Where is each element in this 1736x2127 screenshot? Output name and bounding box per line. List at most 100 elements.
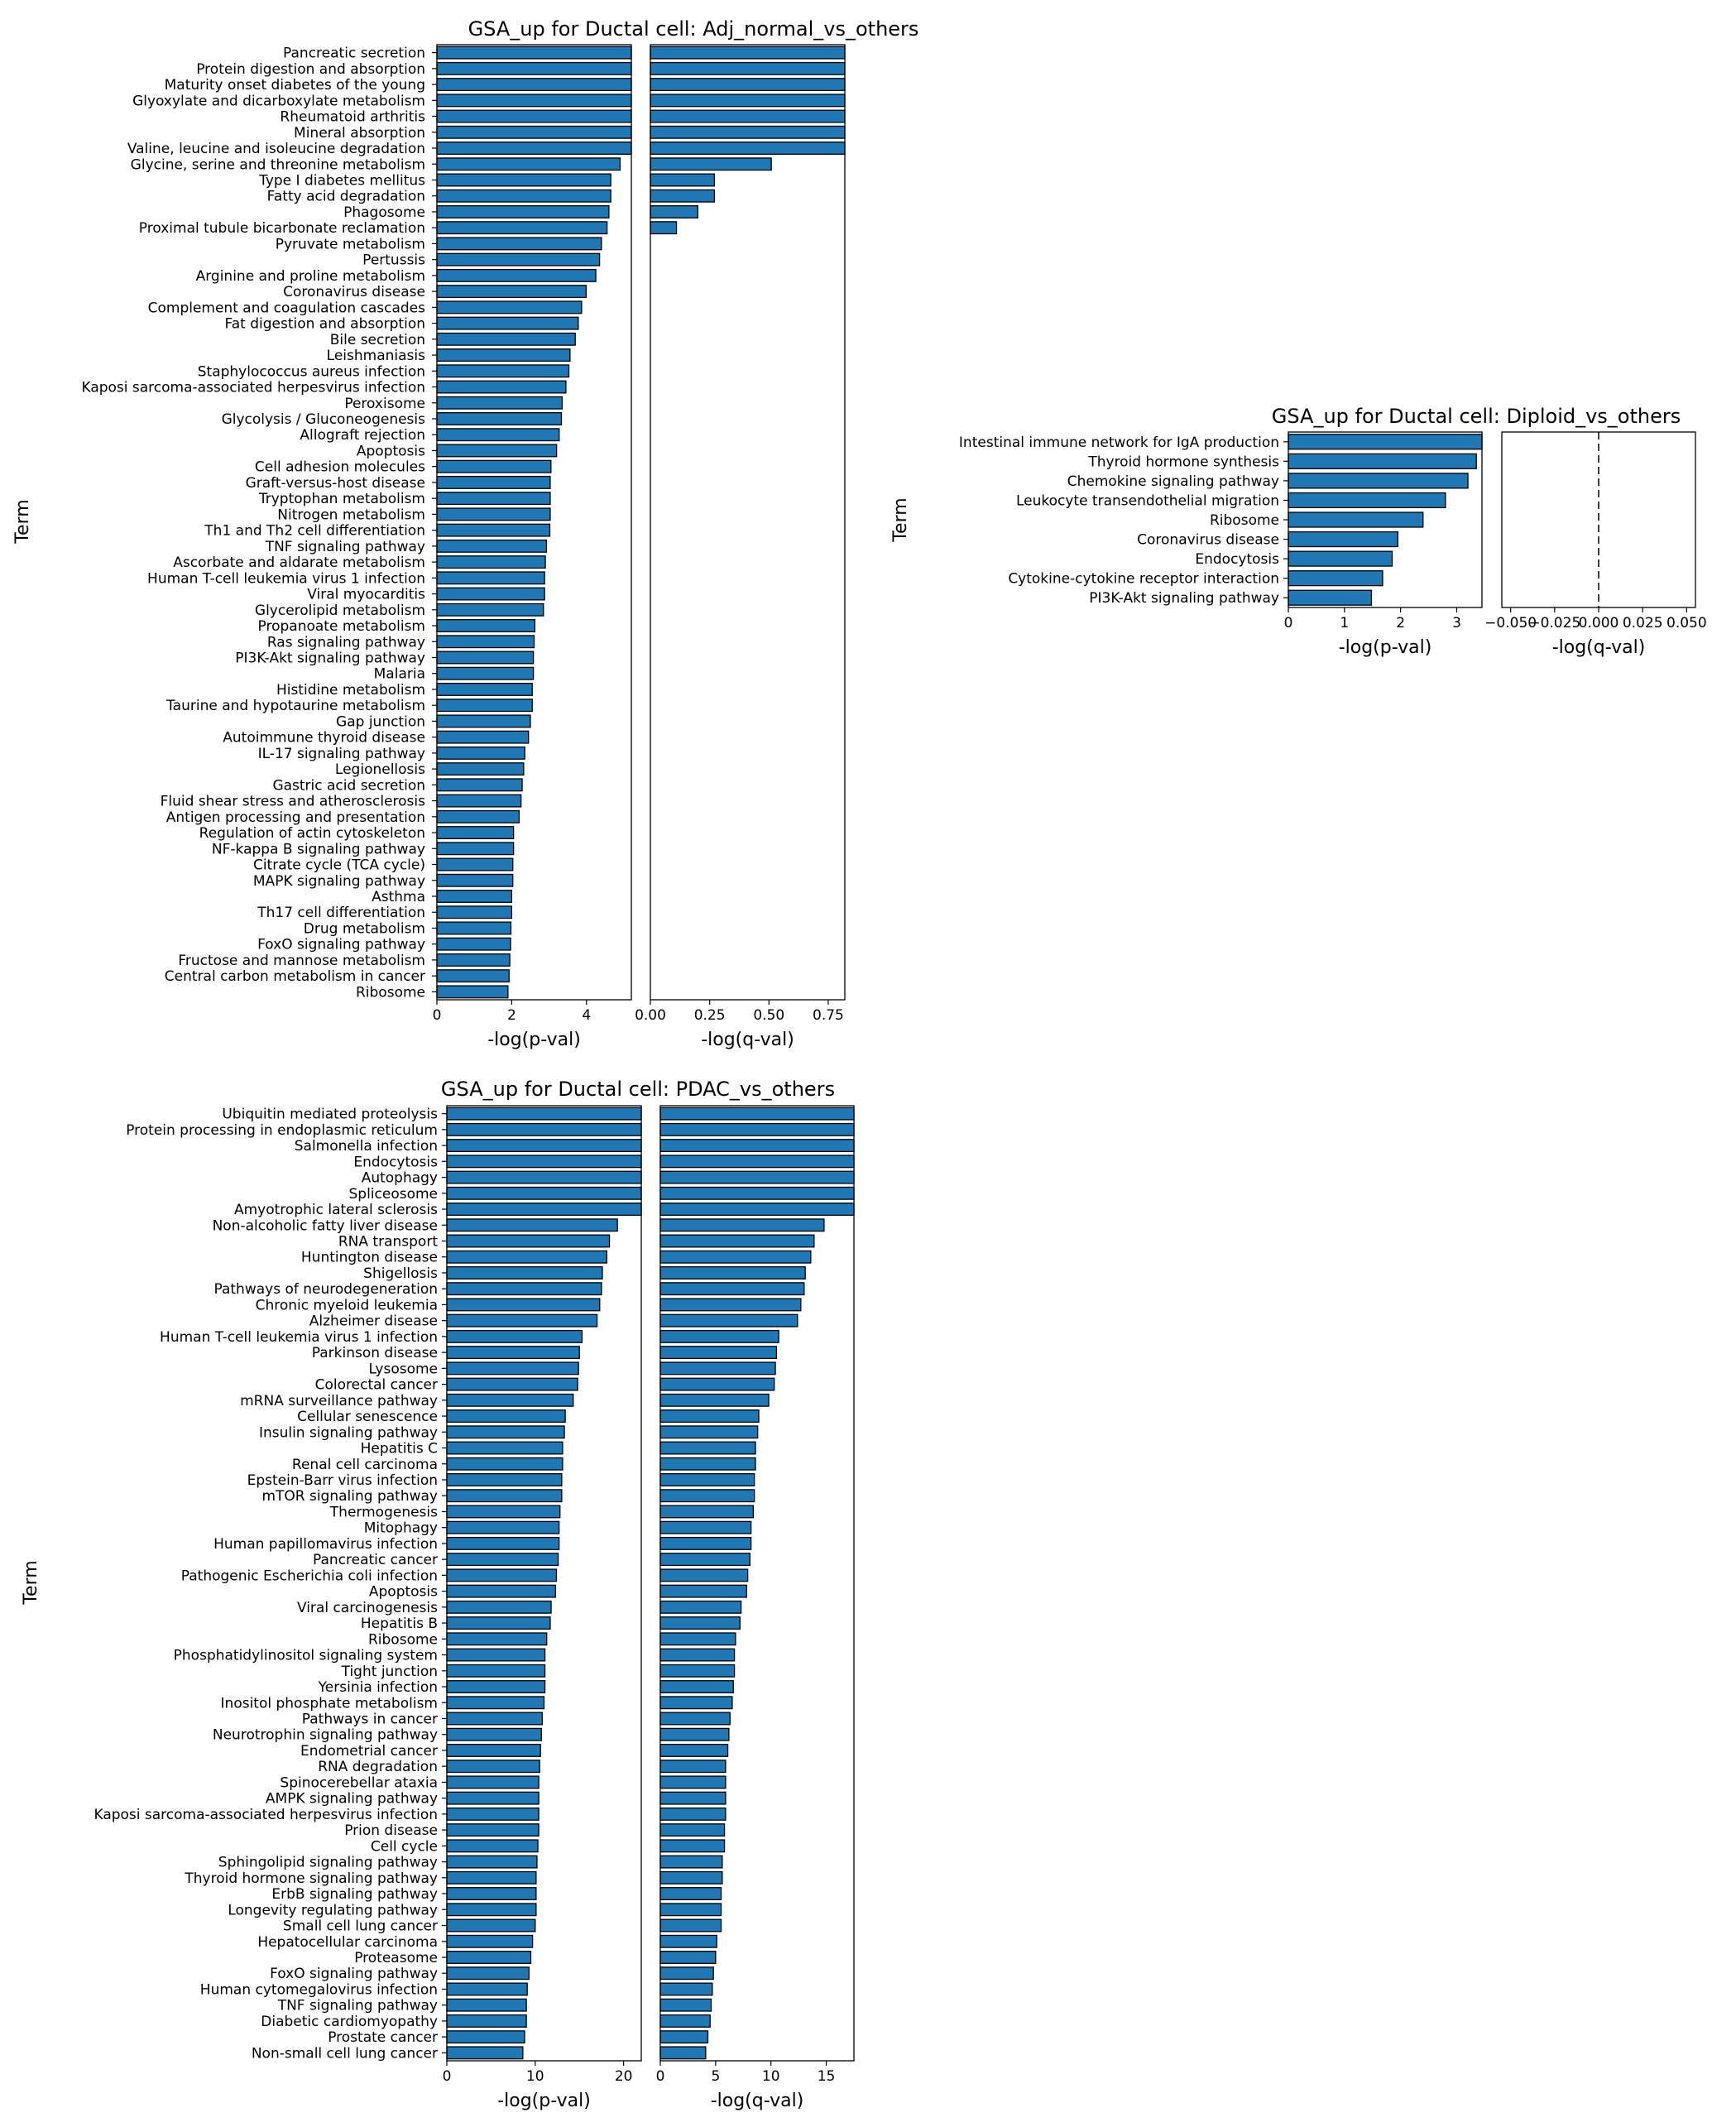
bar bbox=[446, 1648, 546, 1662]
term-label: Legionellosis bbox=[335, 761, 425, 778]
bar bbox=[436, 523, 551, 537]
bar bbox=[446, 1998, 527, 2012]
bar bbox=[446, 1361, 579, 1376]
bar bbox=[659, 1998, 712, 2012]
bar bbox=[446, 1632, 548, 1646]
bar bbox=[446, 1346, 580, 1360]
term-label: Endocytosis bbox=[1195, 551, 1279, 568]
bar bbox=[446, 1951, 532, 1964]
chart-0: GSA_up for Ductal cell: Adj_normal_vs_ot… bbox=[12, 17, 918, 1050]
bar bbox=[659, 1727, 730, 1741]
bar bbox=[659, 1298, 802, 1312]
bar bbox=[659, 1887, 722, 1901]
bar bbox=[436, 603, 544, 617]
bar bbox=[436, 475, 551, 489]
term-label: Mitophagy bbox=[364, 1520, 438, 1537]
term-label: Regulation of actin cytoskeleton bbox=[199, 825, 425, 842]
term-label: Lysosome bbox=[368, 1361, 438, 1377]
term-label: Drug metabolism bbox=[304, 920, 425, 937]
bar bbox=[446, 1170, 642, 1184]
bar bbox=[436, 905, 513, 919]
bar bbox=[650, 204, 698, 218]
term-label: Spinocerebellar ataxia bbox=[280, 1774, 438, 1791]
x-tick-label: 15 bbox=[818, 2068, 836, 2085]
x-tick-label: 0.00 bbox=[635, 1007, 666, 1024]
bar bbox=[659, 1393, 770, 1407]
bar bbox=[436, 109, 632, 123]
bar bbox=[1288, 531, 1398, 548]
bar bbox=[446, 1298, 601, 1312]
term-label: Leukocyte transendothelial migration bbox=[1016, 492, 1279, 509]
bar bbox=[659, 1203, 855, 1216]
bar bbox=[659, 1743, 729, 1757]
bar bbox=[659, 2014, 711, 2028]
term-label: FoxO signaling pathway bbox=[257, 937, 425, 953]
term-label: Phagosome bbox=[343, 204, 425, 221]
bar bbox=[446, 1775, 540, 1789]
bar bbox=[659, 1903, 722, 1917]
bar bbox=[436, 46, 632, 60]
term-label: Gap junction bbox=[336, 713, 425, 730]
term-label: Pertussis bbox=[362, 252, 425, 269]
x-tick-label: 0 bbox=[443, 2068, 452, 2085]
term-label: Thyroid hormone synthesis bbox=[1087, 454, 1279, 470]
x-tick-label: 0.050 bbox=[1666, 615, 1707, 631]
bar bbox=[659, 1568, 749, 1582]
bar bbox=[659, 1361, 776, 1376]
term-label: Arginine and proline metabolism bbox=[196, 268, 425, 285]
term-label: Small cell lung cancer bbox=[283, 1918, 438, 1935]
bar bbox=[436, 666, 535, 680]
bar bbox=[446, 1186, 642, 1200]
term-label: RNA transport bbox=[338, 1233, 438, 1250]
bar bbox=[659, 1680, 734, 1693]
term-label: Th1 and Th2 cell differentiation bbox=[204, 523, 425, 540]
bar bbox=[650, 221, 678, 235]
term-label: Cytokine-cytokine receptor interaction bbox=[1008, 571, 1279, 588]
bar bbox=[659, 1155, 855, 1169]
bar bbox=[436, 746, 525, 760]
bar bbox=[659, 1775, 727, 1789]
term-label: Hepatitis C bbox=[361, 1441, 438, 1457]
term-label: Ascorbate and aldarate metabolism bbox=[173, 555, 425, 571]
term-label: Ribosome bbox=[368, 1631, 438, 1648]
chart-2: GSA_up for Ductal cell: PDAC_vs_others Te… bbox=[21, 1078, 855, 2111]
x-tick-label: 10 bbox=[762, 2068, 780, 2085]
term-label: Glycerolipid metabolism bbox=[255, 603, 425, 619]
bar bbox=[436, 492, 551, 506]
bar bbox=[436, 380, 567, 394]
x-tick-label: 2 bbox=[1396, 615, 1405, 631]
term-label: Cell cycle bbox=[371, 1838, 438, 1855]
bar bbox=[446, 1696, 545, 1710]
term-label: Ribosome bbox=[1210, 512, 1279, 529]
bar bbox=[446, 1377, 578, 1391]
bar bbox=[650, 94, 846, 108]
term-label: Kaposi sarcoma-associated herpesvirus in… bbox=[81, 380, 425, 396]
x-axis-label: -log(p-val) bbox=[1339, 637, 1432, 658]
term-label: Nitrogen metabolism bbox=[277, 507, 425, 523]
bar bbox=[659, 1664, 736, 1678]
term-label: Pathogenic Escherichia coli infection bbox=[181, 1568, 438, 1584]
chart-title: GSA_up for Ductal cell: Adj_normal_vs_ot… bbox=[468, 17, 919, 41]
bar bbox=[659, 1346, 778, 1360]
x-axis-label: -log(p-val) bbox=[487, 1030, 581, 1050]
x-tick-label: 0.25 bbox=[694, 1007, 726, 1024]
x-axis-label: -log(q-val) bbox=[1552, 637, 1646, 658]
bar bbox=[659, 2030, 709, 2044]
bar bbox=[436, 61, 632, 75]
term-label: Diabetic cardiomyopathy bbox=[261, 2014, 438, 2030]
panel-0: 0 2 4-log(p-val) bbox=[433, 44, 632, 1050]
term-label: mRNA surveillance pathway bbox=[240, 1393, 438, 1409]
bar bbox=[650, 125, 846, 139]
bar bbox=[446, 1664, 546, 1678]
term-label: Human T-cell leukemia virus 1 infection bbox=[147, 570, 425, 587]
term-label: Citrate cycle (TCA cycle) bbox=[253, 857, 425, 874]
bar bbox=[659, 1377, 775, 1391]
term-label: Central carbon metabolism in cancer bbox=[165, 968, 425, 985]
bar bbox=[659, 1122, 855, 1136]
bar bbox=[436, 921, 512, 935]
x-axis-label: -log(p-val) bbox=[497, 2091, 591, 2111]
term-label: PI3K-Akt signaling pathway bbox=[235, 650, 425, 666]
term-label: Pathways in cancer bbox=[302, 1711, 438, 1727]
term-label: Autoimmune thyroid disease bbox=[223, 730, 425, 747]
term-label: Proteasome bbox=[354, 1950, 438, 1966]
